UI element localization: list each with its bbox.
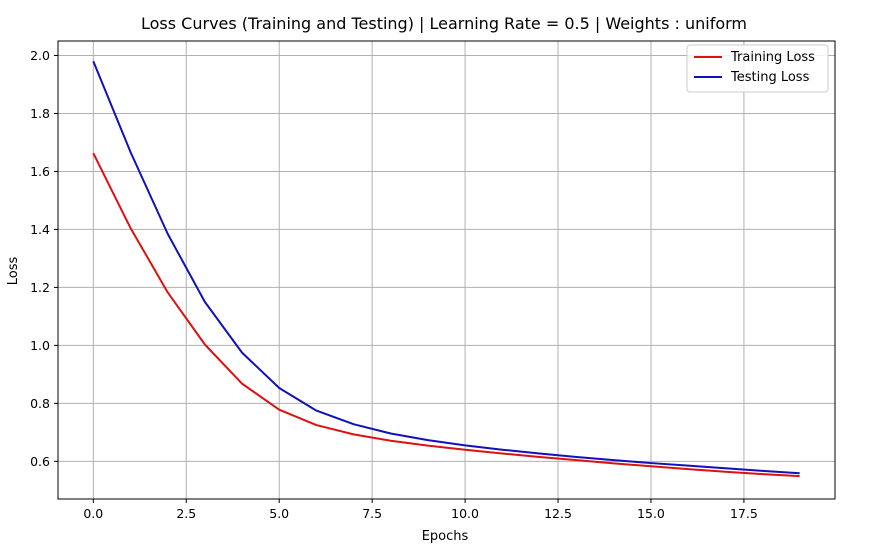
y-tick-label: 0.8 bbox=[30, 396, 50, 411]
y-tick-label: 1.6 bbox=[30, 164, 50, 179]
y-axis-label: Loss bbox=[6, 257, 21, 286]
legend-label-testing: Testing Loss bbox=[730, 70, 810, 85]
x-tick-label: 2.5 bbox=[176, 506, 196, 521]
plot-frame bbox=[57, 40, 836, 500]
series-layer bbox=[92, 60, 800, 478]
series-line-testing-loss bbox=[92, 60, 800, 475]
x-tick-label: 5.0 bbox=[269, 506, 289, 521]
x-tick-label: 10.0 bbox=[451, 506, 479, 521]
ticks: 0.0 2.5 5.0 7.5 10.0 12.5 15.0 17.5 0.6 0.8 1.0 1.2… bbox=[30, 48, 758, 521]
legend-label-training: Training Loss bbox=[730, 50, 815, 65]
x-tick-label: 12.5 bbox=[544, 506, 572, 521]
series-line-training-loss bbox=[92, 152, 800, 478]
x-tick-label: 15.0 bbox=[637, 506, 665, 521]
y-tick-label: 1.8 bbox=[30, 106, 50, 121]
x-axis-label: Epochs bbox=[422, 529, 469, 544]
x-tick-label: 7.5 bbox=[362, 506, 382, 521]
grid bbox=[58, 41, 835, 499]
x-tick-label: 17.5 bbox=[730, 506, 758, 521]
chart-title: Loss Curves (Training and Testing) | Lea… bbox=[141, 14, 747, 33]
x-tick-label: 0.0 bbox=[83, 506, 103, 521]
y-tick-label: 1.2 bbox=[30, 280, 50, 295]
legend-box bbox=[686, 44, 829, 93]
y-tick-label: 1.0 bbox=[30, 338, 50, 353]
y-tick-label: 0.6 bbox=[30, 454, 50, 469]
legend: Training Loss Testing Loss bbox=[686, 44, 829, 93]
y-tick-label: 2.0 bbox=[30, 48, 50, 63]
y-tick-label: 1.4 bbox=[30, 222, 50, 237]
